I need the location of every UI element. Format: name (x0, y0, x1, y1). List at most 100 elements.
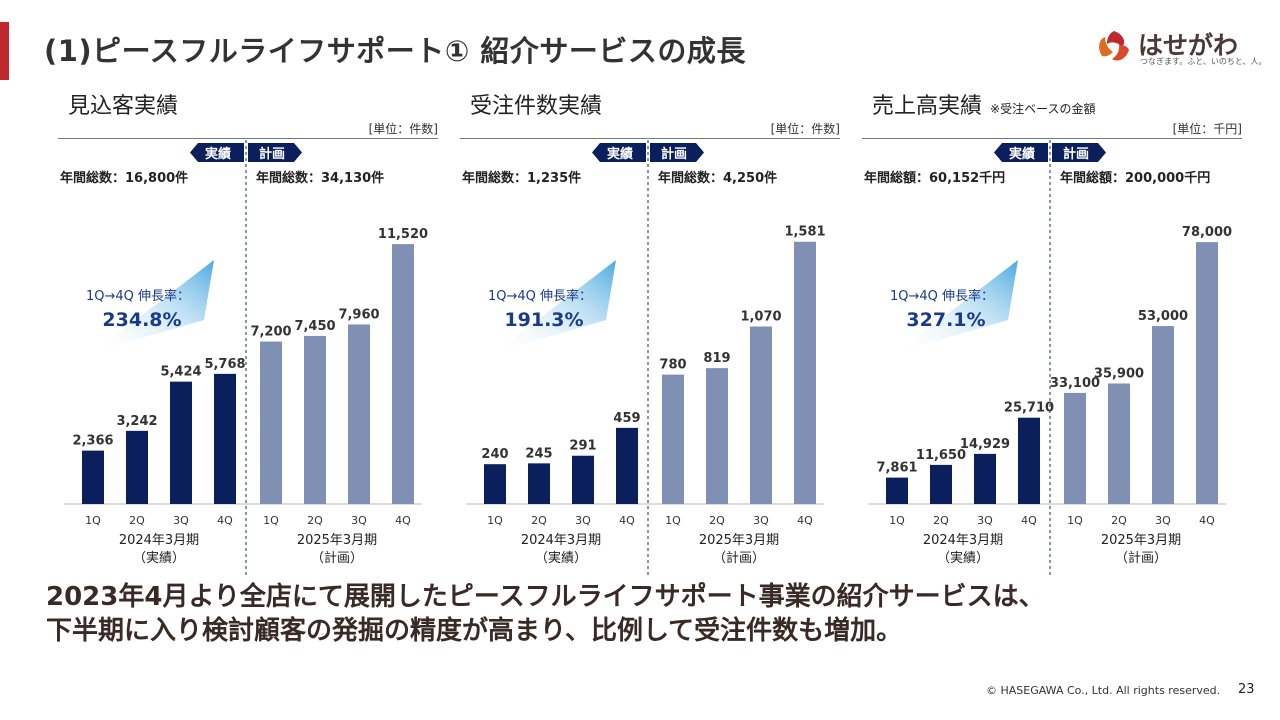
data-label: 78,000 (1182, 225, 1232, 240)
data-label: 5,768 (204, 357, 245, 372)
period-sublabel-plan: （計画） (311, 550, 363, 566)
bar-plan (794, 241, 816, 505)
panel-orders: 受注件数実績 [単位：件数] 実績 計画 年間総数：1,235件 年間総数：4,250… (460, 80, 840, 580)
badge-actual-shape (994, 143, 1048, 162)
bar-plan (1152, 326, 1174, 504)
growth-value: 234.8% (102, 309, 181, 331)
tick-label: 4Q (1199, 514, 1215, 527)
logo-mark-icon (1097, 29, 1131, 63)
bar-actual (930, 464, 952, 504)
period-label-plan: 2025年3月期 (1101, 533, 1181, 548)
tick-label: 3Q (173, 514, 189, 527)
period-sublabel-actual: （実績） (937, 550, 989, 566)
bar-plan (304, 335, 326, 504)
unit-label: [単位：千円] (1172, 122, 1242, 136)
data-label: 245 (525, 446, 552, 461)
data-label: 3,242 (116, 414, 157, 429)
bar-plan (348, 324, 370, 504)
summary-message: 2023年4月より全店にて展開したピースフルライフサポート事業の紹介サービスは、… (46, 580, 1045, 648)
company-logo: はせがわ つなぎます。ふと、いのちと、人。 (1096, 26, 1267, 70)
tick-label: 2Q (129, 514, 145, 527)
period-label-plan: 2025年3月期 (699, 533, 779, 548)
period-label-plan: 2025年3月期 (297, 533, 377, 548)
data-label: 7,960 (338, 307, 379, 322)
tick-label: 1Q (487, 514, 503, 527)
tick-label: 4Q (797, 514, 813, 527)
tick-label: 4Q (1021, 514, 1037, 527)
bar-plan (750, 326, 772, 504)
data-label: 35,900 (1094, 366, 1144, 381)
growth-label: 1Q→4Q 伸長率： (890, 288, 994, 304)
bar-actual (484, 464, 506, 504)
tick-label: 3Q (575, 514, 591, 527)
badge-actual-shape (190, 143, 244, 162)
tick-label: 4Q (217, 514, 233, 527)
tick-label: 3Q (977, 514, 993, 527)
data-label: 1,581 (784, 225, 825, 240)
badge-actual-label: 実績 (607, 146, 633, 162)
period-label-actual: 2024年3月期 (119, 533, 199, 548)
unit-label: [単位：件数] (770, 122, 840, 136)
total-plan: 年間総額：200,000千円 (1060, 170, 1210, 186)
bar-actual (82, 450, 104, 504)
bar-plan (1196, 242, 1218, 504)
data-label: 7,861 (876, 461, 917, 476)
data-label: 240 (481, 447, 508, 462)
bar-actual (528, 463, 550, 504)
panel-sales: 売上高実績 ※受注ベースの金額 [単位：千円] 実績 計画 年間総額：60,152千円… (862, 80, 1242, 580)
growth-arrow (898, 260, 1018, 352)
total-actual: 年間総数：16,800件 (60, 170, 188, 186)
data-label: 25,710 (1004, 401, 1054, 416)
data-label: 33,100 (1050, 376, 1100, 391)
total-actual: 年間総数：1,235件 (462, 170, 581, 186)
data-label: 2,366 (72, 434, 113, 449)
panel-title: 見込客実績 (68, 94, 179, 119)
header-rule (862, 138, 1242, 139)
growth-label: 1Q→4Q 伸長率： (86, 288, 190, 304)
period-sublabel-actual: （実績） (535, 550, 587, 566)
summary-line-2: 下半期に入り検討顧客の発掘の精度が高まり、比例して受注件数も増加。 (46, 616, 903, 646)
logo-tagline: つなぎます。ふと、いのちと、人。 (1140, 57, 1267, 66)
period-sublabel-plan: （計画） (1115, 550, 1167, 566)
bar-actual (170, 381, 192, 504)
total-plan: 年間総数：34,130件 (256, 170, 384, 186)
period-label-actual: 2024年3月期 (923, 533, 1003, 548)
data-label: 7,200 (250, 325, 291, 340)
badge-plan-shape (248, 143, 302, 162)
tick-label: 4Q (619, 514, 635, 527)
tick-label: 3Q (1155, 514, 1171, 527)
total-actual: 年間総額：60,152千円 (864, 170, 1005, 186)
badge-plan-shape (1052, 143, 1106, 162)
tick-label: 4Q (395, 514, 411, 527)
growth-value: 191.3% (504, 309, 583, 331)
bar-plan (1108, 383, 1130, 504)
header-rule (58, 138, 438, 139)
panel-title: 受注件数実績 (470, 94, 603, 119)
data-label: 459 (613, 411, 640, 426)
growth-value: 327.1% (906, 309, 985, 331)
bar-plan (392, 244, 414, 504)
bar-actual (214, 373, 236, 504)
data-label: 1,070 (740, 310, 781, 325)
logo-text: はせがわ (1138, 31, 1239, 60)
period-sublabel-plan: （計画） (713, 550, 765, 566)
summary-line-1: 2023年4月より全店にて展開したピースフルライフサポート事業の紹介サービスは、 (46, 582, 1045, 612)
accent-bar (0, 22, 9, 80)
tick-label: 3Q (753, 514, 769, 527)
page-number: 23 (1238, 682, 1255, 697)
tick-label: 1Q (665, 514, 681, 527)
bar-actual (974, 453, 996, 504)
data-label: 291 (569, 439, 596, 454)
growth-arrow (94, 260, 214, 352)
bar-plan (260, 341, 282, 504)
bar-actual (616, 427, 638, 504)
panel-title: 売上高実績 ※受注ベースの金額 (872, 94, 1096, 119)
bar-actual (1018, 417, 1040, 504)
data-label: 5,424 (160, 365, 201, 380)
data-label: 819 (703, 351, 730, 366)
bar-actual (886, 477, 908, 504)
copyright: © HASEGAWA Co., Ltd. All rights reserved… (986, 684, 1221, 697)
